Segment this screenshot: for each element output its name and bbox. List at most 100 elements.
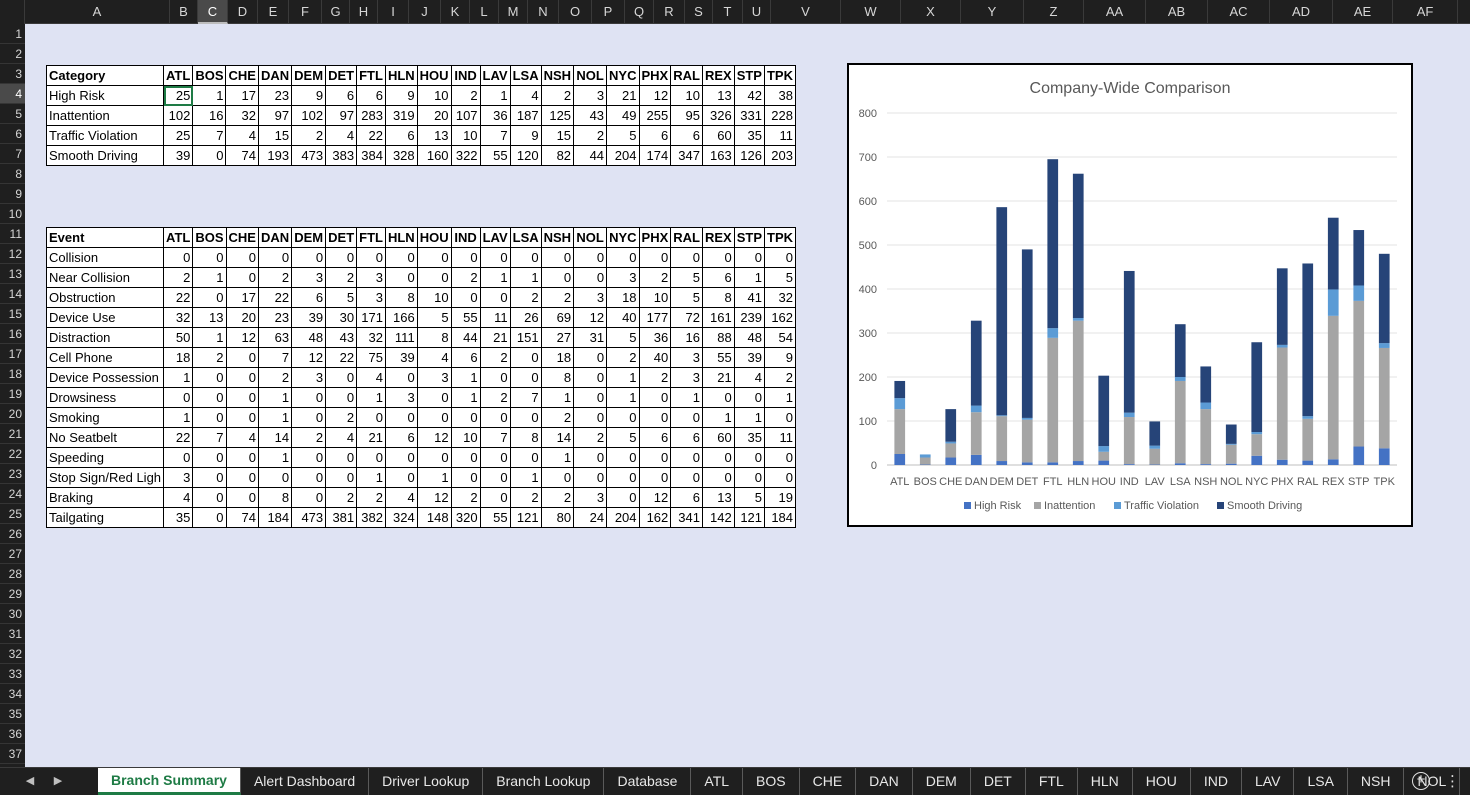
value-cell[interactable]: 3 xyxy=(384,387,418,408)
column-header-ad[interactable]: AD xyxy=(1270,0,1333,24)
value-cell[interactable]: 125 xyxy=(540,105,575,126)
value-cell[interactable]: 5 xyxy=(606,327,640,348)
sheet-tab-hln[interactable]: HLN xyxy=(1078,768,1133,795)
value-cell[interactable]: 0 xyxy=(225,387,259,408)
value-cell[interactable]: 0 xyxy=(479,247,511,268)
column-header-z[interactable]: Z xyxy=(1024,0,1084,24)
value-cell[interactable]: 5 xyxy=(606,125,640,146)
row-header-28[interactable]: 28 xyxy=(0,564,25,584)
header-branch-cell[interactable]: HOU xyxy=(416,227,452,248)
value-cell[interactable]: 32 xyxy=(356,327,386,348)
header-branch-cell[interactable]: FTL xyxy=(356,227,386,248)
header-branch-cell[interactable]: ATL xyxy=(162,65,194,86)
value-cell[interactable]: 13 xyxy=(416,125,452,146)
value-cell[interactable]: 9 xyxy=(384,85,418,106)
value-cell[interactable]: 1 xyxy=(257,447,293,468)
value-cell[interactable]: 0 xyxy=(764,247,797,268)
sheet-tab-ftl[interactable]: FTL xyxy=(1026,768,1078,795)
value-cell[interactable]: 0 xyxy=(384,407,418,428)
value-cell[interactable]: 48 xyxy=(733,327,766,348)
value-cell[interactable]: 0 xyxy=(701,387,735,408)
value-cell[interactable]: 0 xyxy=(606,407,640,428)
value-cell[interactable]: 97 xyxy=(325,105,358,126)
value-cell[interactable]: 2 xyxy=(325,407,358,428)
value-cell[interactable]: 6 xyxy=(291,287,327,308)
value-cell[interactable]: 0 xyxy=(450,407,481,428)
value-cell[interactable]: 2 xyxy=(356,487,386,508)
value-cell[interactable]: 6 xyxy=(701,267,735,288)
value-cell[interactable]: 166 xyxy=(384,307,418,328)
value-cell[interactable]: 0 xyxy=(450,467,481,488)
header-branch-cell[interactable]: LAV xyxy=(479,227,511,248)
value-cell[interactable]: 0 xyxy=(291,447,327,468)
plus-circle-icon[interactable]: + xyxy=(1412,772,1430,790)
value-cell[interactable]: 8 xyxy=(416,327,452,348)
value-cell[interactable]: 8 xyxy=(509,427,542,448)
row-header-26[interactable]: 26 xyxy=(0,524,25,544)
value-cell[interactable]: 3 xyxy=(356,267,386,288)
value-cell[interactable]: 97 xyxy=(257,105,293,126)
value-cell[interactable]: 0 xyxy=(573,347,608,368)
value-cell[interactable]: 1 xyxy=(192,85,227,106)
row-header-7[interactable]: 7 xyxy=(0,144,25,164)
value-cell[interactable]: 2 xyxy=(325,267,358,288)
value-cell[interactable]: 3 xyxy=(163,467,194,488)
row-label-cell[interactable]: Device Use xyxy=(45,307,165,328)
value-cell[interactable]: 36 xyxy=(638,327,672,348)
value-cell[interactable]: 82 xyxy=(540,145,575,166)
value-cell[interactable]: 10 xyxy=(416,287,452,308)
sheet-tab-ind[interactable]: IND xyxy=(1191,768,1243,795)
value-cell[interactable]: 10 xyxy=(638,287,672,308)
value-cell[interactable]: 2 xyxy=(257,367,293,388)
row-header-23[interactable]: 23 xyxy=(0,464,25,484)
row-label-cell[interactable]: Near Collision xyxy=(45,267,165,288)
sheet-tab-dem[interactable]: DEM xyxy=(913,768,971,795)
value-cell[interactable]: 1 xyxy=(701,407,735,428)
value-cell[interactable]: 320 xyxy=(450,507,481,528)
row-label-cell[interactable]: Stop Sign/Red Ligh xyxy=(45,467,165,488)
value-cell[interactable]: 11 xyxy=(764,427,797,448)
value-cell[interactable]: 0 xyxy=(701,247,735,268)
value-cell[interactable]: 49 xyxy=(606,105,640,126)
value-cell[interactable]: 0 xyxy=(764,407,797,428)
value-cell[interactable]: 0 xyxy=(479,287,511,308)
value-cell[interactable]: 121 xyxy=(509,507,542,528)
value-cell[interactable]: 203 xyxy=(763,145,796,166)
value-cell[interactable]: 0 xyxy=(225,487,259,508)
header-branch-cell[interactable]: RAL xyxy=(670,227,703,248)
value-cell[interactable]: 44 xyxy=(450,327,481,348)
value-cell[interactable]: 0 xyxy=(450,247,481,268)
value-cell[interactable]: 12 xyxy=(416,487,452,508)
value-cell[interactable]: 12 xyxy=(416,427,452,448)
row-header-14[interactable]: 14 xyxy=(0,284,25,304)
value-cell[interactable]: 1 xyxy=(163,407,194,428)
row-header-11[interactable]: 11 xyxy=(0,224,25,244)
value-cell[interactable]: 0 xyxy=(225,467,259,488)
value-cell[interactable]: 3 xyxy=(573,85,608,106)
value-cell[interactable]: 1 xyxy=(540,387,575,408)
value-cell[interactable]: 177 xyxy=(638,307,672,328)
value-cell[interactable]: 36 xyxy=(479,105,511,126)
column-header-g[interactable]: G xyxy=(322,0,350,24)
value-cell[interactable]: 4 xyxy=(163,487,194,508)
header-branch-cell[interactable]: BOS xyxy=(192,65,227,86)
value-cell[interactable]: 0 xyxy=(573,367,608,388)
value-cell[interactable]: 3 xyxy=(670,347,703,368)
value-cell[interactable]: 55 xyxy=(450,307,481,328)
column-header-aa[interactable]: AA xyxy=(1084,0,1146,24)
value-cell[interactable]: 0 xyxy=(450,447,481,468)
value-cell[interactable]: 0 xyxy=(606,487,640,508)
value-cell[interactable]: 0 xyxy=(291,407,327,428)
value-cell[interactable]: 0 xyxy=(733,387,766,408)
value-cell[interactable]: 22 xyxy=(163,427,194,448)
value-cell[interactable]: 38 xyxy=(763,85,796,106)
value-cell[interactable]: 382 xyxy=(356,507,386,528)
value-cell[interactable]: 187 xyxy=(509,105,542,126)
value-cell[interactable]: 55 xyxy=(701,347,735,368)
value-cell[interactable]: 21 xyxy=(479,327,511,348)
row-header-5[interactable]: 5 xyxy=(0,104,25,124)
value-cell[interactable]: 0 xyxy=(764,467,797,488)
value-cell[interactable]: 0 xyxy=(325,467,358,488)
value-cell[interactable]: 0 xyxy=(638,447,672,468)
value-cell[interactable]: 0 xyxy=(225,347,259,368)
